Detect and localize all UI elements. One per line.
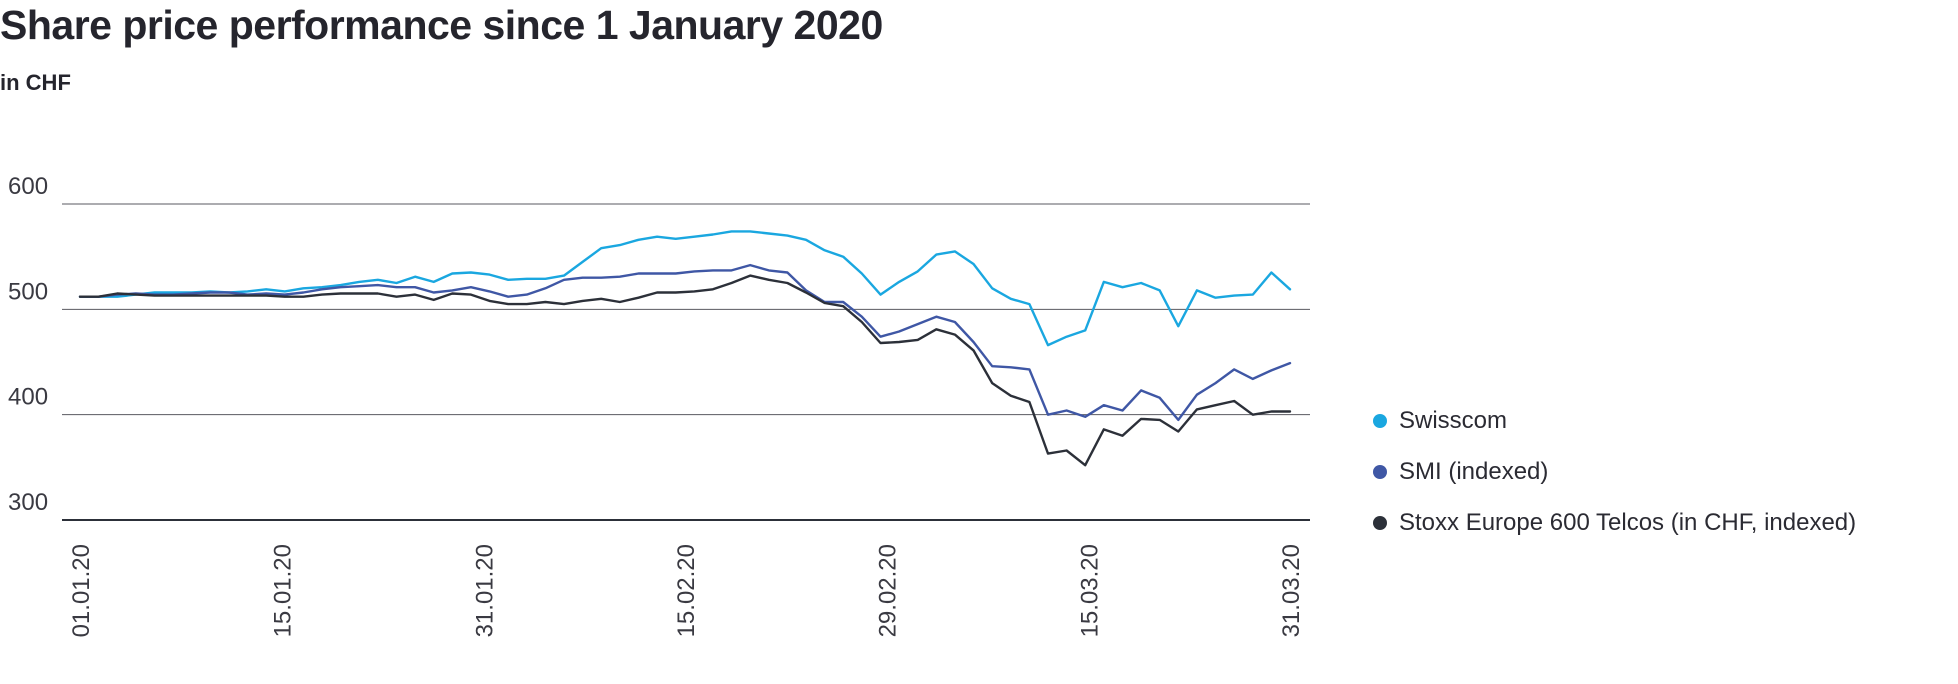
legend-swatch-swisscom bbox=[1373, 413, 1387, 428]
legend-label-smi: SMI (indexed) bbox=[1399, 457, 1549, 485]
legend-label-swisscom: Swisscom bbox=[1399, 406, 1508, 434]
y-tick-label-400: 400 bbox=[8, 384, 48, 411]
x-tick-label-4: 29.02.20 bbox=[875, 544, 902, 637]
legend-swatch-stoxx bbox=[1373, 515, 1387, 530]
series-line-1 bbox=[78, 263, 1292, 422]
series-line-2 bbox=[78, 274, 1292, 467]
chart-subtitle: in CHF bbox=[0, 70, 71, 95]
x-tick-label-5: 15.03.20 bbox=[1076, 544, 1103, 637]
x-tick-label-3: 15.02.20 bbox=[673, 544, 700, 637]
legend-item-smi: SMI (indexed) bbox=[1373, 446, 1856, 497]
legend-swatch-smi bbox=[1373, 464, 1387, 479]
y-tick-label-300: 300 bbox=[8, 489, 48, 516]
y-tick-label-600: 600 bbox=[8, 173, 48, 200]
chart-title: Share price performance since 1 January … bbox=[0, 2, 883, 48]
x-tick-label-6: 31.03.20 bbox=[1278, 544, 1305, 637]
series-line-0 bbox=[78, 230, 1292, 347]
x-tick-label-0: 01.01.20 bbox=[68, 544, 95, 637]
x-tick-label-2: 31.01.20 bbox=[471, 544, 498, 637]
legend-label-stoxx: Stoxx Europe 600 Telcos (in CHF, indexed… bbox=[1399, 508, 1857, 536]
x-tick-label-1: 15.01.20 bbox=[270, 544, 297, 637]
legend: Swisscom SMI (indexed) Stoxx Europe 600 … bbox=[1373, 395, 1856, 548]
legend-item-stoxx: Stoxx Europe 600 Telcos (in CHF, indexed… bbox=[1373, 497, 1856, 548]
legend-item-swisscom: Swisscom bbox=[1373, 395, 1856, 446]
y-tick-label-500: 500 bbox=[8, 278, 48, 305]
